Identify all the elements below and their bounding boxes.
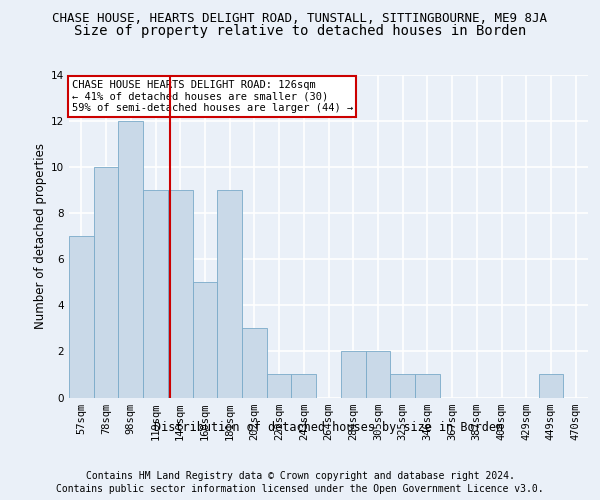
Text: Distribution of detached houses by size in Borden: Distribution of detached houses by size … xyxy=(154,421,503,434)
Bar xyxy=(242,328,267,398)
Bar xyxy=(143,190,168,398)
Text: Contains HM Land Registry data © Crown copyright and database right 2024.: Contains HM Land Registry data © Crown c… xyxy=(86,471,514,481)
Y-axis label: Number of detached properties: Number of detached properties xyxy=(34,143,47,329)
Text: CHASE HOUSE HEARTS DELIGHT ROAD: 126sqm
← 41% of detached houses are smaller (30: CHASE HOUSE HEARTS DELIGHT ROAD: 126sqm … xyxy=(71,80,353,113)
Bar xyxy=(390,374,415,398)
Bar xyxy=(118,121,143,398)
Bar xyxy=(217,190,242,398)
Text: Size of property relative to detached houses in Borden: Size of property relative to detached ho… xyxy=(74,24,526,38)
Bar xyxy=(94,167,118,398)
Text: Contains public sector information licensed under the Open Government Licence v3: Contains public sector information licen… xyxy=(56,484,544,494)
Bar xyxy=(292,374,316,398)
Bar xyxy=(193,282,217,398)
Bar xyxy=(415,374,440,398)
Bar xyxy=(341,352,365,398)
Bar xyxy=(539,374,563,398)
Bar xyxy=(267,374,292,398)
Bar xyxy=(69,236,94,398)
Bar xyxy=(365,352,390,398)
Bar xyxy=(168,190,193,398)
Text: CHASE HOUSE, HEARTS DELIGHT ROAD, TUNSTALL, SITTINGBOURNE, ME9 8JA: CHASE HOUSE, HEARTS DELIGHT ROAD, TUNSTA… xyxy=(53,12,548,26)
